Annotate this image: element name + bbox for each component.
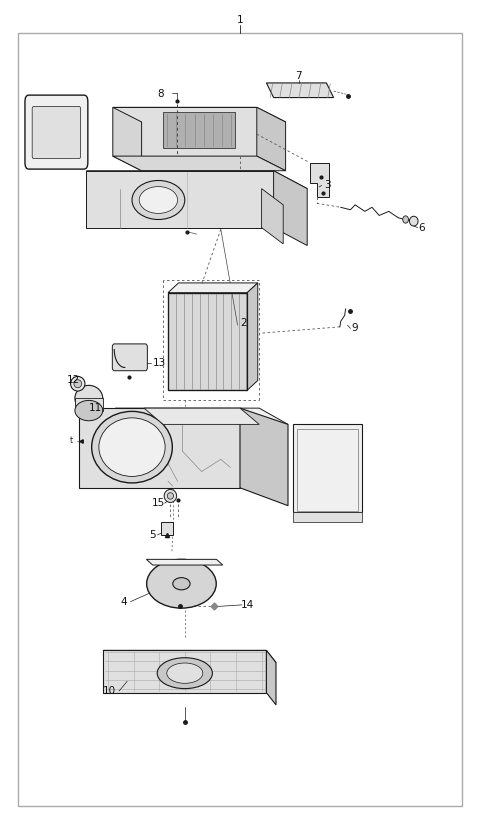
Polygon shape bbox=[163, 112, 235, 148]
FancyBboxPatch shape bbox=[112, 344, 147, 371]
Polygon shape bbox=[103, 650, 266, 693]
Ellipse shape bbox=[75, 400, 103, 421]
Polygon shape bbox=[75, 398, 103, 411]
Polygon shape bbox=[144, 408, 259, 424]
Text: 13: 13 bbox=[153, 358, 166, 367]
Text: 14: 14 bbox=[241, 600, 254, 610]
Polygon shape bbox=[103, 650, 276, 663]
Polygon shape bbox=[115, 408, 288, 424]
Polygon shape bbox=[113, 107, 142, 171]
Ellipse shape bbox=[409, 216, 418, 226]
Ellipse shape bbox=[139, 187, 178, 213]
Polygon shape bbox=[113, 107, 257, 156]
Text: 11: 11 bbox=[88, 403, 102, 413]
Ellipse shape bbox=[75, 385, 103, 411]
Ellipse shape bbox=[92, 411, 172, 483]
Text: t: t bbox=[70, 436, 73, 446]
Text: 8: 8 bbox=[157, 89, 164, 99]
Ellipse shape bbox=[99, 418, 165, 476]
Polygon shape bbox=[113, 156, 286, 171]
Ellipse shape bbox=[167, 663, 203, 683]
Text: 10: 10 bbox=[103, 686, 116, 696]
Text: 4: 4 bbox=[120, 597, 127, 606]
Polygon shape bbox=[274, 171, 307, 246]
Text: 9: 9 bbox=[351, 324, 358, 333]
Polygon shape bbox=[240, 408, 288, 506]
Polygon shape bbox=[86, 171, 274, 228]
Text: 3: 3 bbox=[324, 180, 331, 190]
Polygon shape bbox=[266, 83, 334, 98]
Text: 7: 7 bbox=[295, 72, 302, 81]
Polygon shape bbox=[79, 408, 240, 488]
Ellipse shape bbox=[71, 376, 85, 391]
Text: 2: 2 bbox=[240, 318, 247, 328]
Polygon shape bbox=[168, 283, 258, 293]
FancyBboxPatch shape bbox=[32, 107, 81, 159]
Polygon shape bbox=[168, 293, 247, 390]
Polygon shape bbox=[293, 424, 362, 512]
Ellipse shape bbox=[164, 489, 177, 502]
Ellipse shape bbox=[147, 559, 216, 608]
Text: 12: 12 bbox=[66, 376, 80, 385]
Polygon shape bbox=[161, 522, 173, 535]
Ellipse shape bbox=[74, 380, 82, 388]
Polygon shape bbox=[113, 107, 286, 122]
Text: 6: 6 bbox=[418, 223, 425, 233]
Text: 1: 1 bbox=[237, 15, 243, 25]
Polygon shape bbox=[146, 559, 223, 565]
Ellipse shape bbox=[173, 577, 190, 590]
Polygon shape bbox=[257, 107, 286, 171]
Polygon shape bbox=[262, 189, 283, 244]
Polygon shape bbox=[310, 163, 329, 197]
Ellipse shape bbox=[157, 658, 212, 689]
Ellipse shape bbox=[403, 215, 408, 223]
Text: 15: 15 bbox=[152, 498, 165, 508]
Polygon shape bbox=[266, 650, 276, 705]
Ellipse shape bbox=[132, 180, 185, 220]
Text: 5: 5 bbox=[149, 530, 156, 540]
Polygon shape bbox=[247, 283, 258, 390]
FancyBboxPatch shape bbox=[25, 95, 88, 169]
Polygon shape bbox=[293, 512, 362, 522]
Ellipse shape bbox=[167, 493, 173, 499]
Polygon shape bbox=[86, 171, 307, 189]
